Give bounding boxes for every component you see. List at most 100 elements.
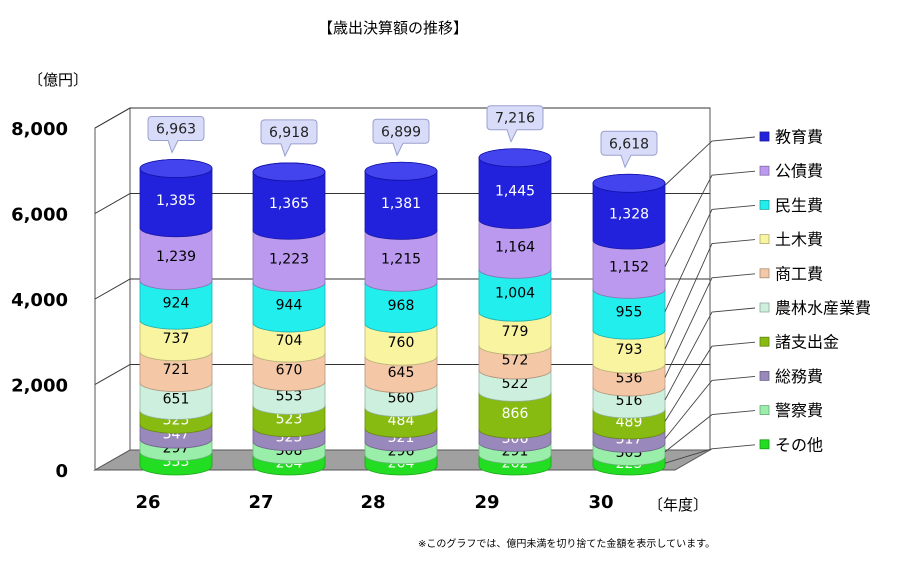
- total-label: 6,963: [156, 122, 196, 138]
- x-tick-label: 27: [248, 492, 273, 513]
- data-label: 1,381: [381, 196, 421, 212]
- legend-label: 民生費: [775, 196, 823, 215]
- legend-swatch: [759, 268, 770, 279]
- gridline-side: [94, 107, 131, 129]
- data-label: 516: [616, 393, 643, 409]
- data-label: 944: [276, 298, 303, 314]
- x-tick-label: 28: [360, 492, 385, 513]
- legend-item: 総務費: [759, 367, 823, 386]
- bar-segment: [592, 288, 666, 340]
- bar-segment: [478, 268, 552, 322]
- bar-segment: [592, 329, 666, 374]
- legend-label: 総務費: [775, 367, 823, 386]
- legend-swatch: [759, 234, 770, 245]
- data-label: 1,445: [495, 184, 535, 200]
- data-label: 645: [388, 365, 415, 381]
- bar-29: 2622913068665225727791,0041,1641,4457,21…: [478, 105, 552, 476]
- chart-title: 【歳出決算額の推移】: [318, 19, 468, 37]
- bar-segment: [478, 219, 552, 279]
- gridline-side: [94, 278, 131, 300]
- legend-item: 民生費: [759, 196, 823, 215]
- legend-swatch: [759, 302, 770, 313]
- legend-leader-line: [664, 170, 756, 267]
- legend-leader-line: [664, 341, 756, 422]
- legend-leader-line: [664, 410, 756, 453]
- data-label: 1,215: [381, 251, 421, 267]
- bar-segment: [592, 182, 666, 250]
- bar-segment: [364, 170, 438, 240]
- y-axis-ticks: 0 2,000 4,000 6,000 8,000: [11, 119, 68, 482]
- data-label: 1,164: [495, 239, 535, 255]
- data-label: 737: [163, 331, 190, 347]
- legend-swatch: [759, 370, 770, 381]
- data-label: 924: [163, 295, 190, 311]
- gridline-side: [94, 193, 131, 214]
- bar-top-cap: [139, 159, 213, 178]
- bars: 3332973473256517217379241,2391,3856,9632…: [139, 105, 666, 476]
- y-axis-unit-label: 〔億円〕: [28, 71, 88, 89]
- data-label: 955: [616, 305, 643, 321]
- legend-label: 教育費: [775, 128, 823, 147]
- bar-segment: [139, 227, 213, 291]
- legend-swatch: [759, 336, 770, 347]
- legend-leader-line: [664, 136, 756, 186]
- data-label: 536: [616, 370, 643, 386]
- data-label: 1,004: [495, 286, 535, 302]
- bar-segment: [252, 322, 326, 363]
- data-label: 670: [276, 362, 303, 378]
- bar-segment: [364, 281, 438, 334]
- legend-label: 商工費: [775, 264, 823, 283]
- bar-segment: [252, 352, 326, 392]
- legend-leader-line: [664, 273, 756, 378]
- total-callout: [600, 130, 658, 169]
- bar-top-cap: [252, 162, 326, 182]
- bar-segment: [364, 323, 438, 366]
- data-label: 572: [502, 353, 529, 369]
- bar-segment: [139, 382, 213, 420]
- total-label: 6,618: [609, 136, 649, 152]
- x-axis-ticks: 26 27 28 29 30: [135, 492, 613, 513]
- data-label: 523: [276, 411, 303, 427]
- bar-segment: [364, 229, 438, 292]
- data-label: 721: [163, 362, 190, 378]
- legend-leader-line: [664, 375, 756, 439]
- legend-leader-lines: [664, 136, 756, 464]
- data-label: 1,385: [156, 193, 196, 209]
- total-callout: [260, 119, 318, 158]
- legend-item: 土木費: [759, 230, 823, 249]
- data-label: 1,365: [269, 196, 309, 212]
- data-label: 760: [388, 335, 415, 351]
- footnote: ※このグラフでは、億円未満を切り捨てた金額を表示しています。: [418, 537, 715, 550]
- y-tick-label: 2,000: [11, 376, 68, 397]
- data-label: 560: [388, 391, 415, 407]
- legend-item: 商工費: [759, 264, 823, 283]
- x-tick-label: 30: [588, 492, 613, 513]
- data-label: 968: [388, 298, 415, 314]
- bar-segment: [478, 391, 552, 439]
- bar-segment: [478, 311, 552, 355]
- total-label: 7,216: [495, 111, 535, 127]
- gridline-side: [94, 364, 131, 385]
- y-tick-label: 6,000: [11, 205, 68, 226]
- legend-item: 教育費: [759, 128, 823, 147]
- legend-leader-line: [664, 444, 756, 464]
- bar-segment: [478, 345, 552, 380]
- bar-top-cap: [364, 161, 438, 181]
- data-label: 1,152: [609, 260, 649, 276]
- legend-item: その他: [759, 435, 823, 454]
- legend-label: その他: [775, 435, 823, 454]
- bar-segment: [139, 319, 213, 362]
- x-tick-label: 26: [135, 492, 160, 513]
- total-callout: [372, 118, 430, 157]
- data-label: 484: [388, 413, 415, 429]
- legend-swatch: [759, 131, 770, 142]
- data-label: 1,223: [269, 251, 309, 267]
- legend-label: 諸支出金: [775, 333, 839, 352]
- data-label: 553: [276, 388, 303, 404]
- legend-item: 警察費: [759, 401, 823, 420]
- x-tick-label: 29: [474, 492, 499, 513]
- data-label: 779: [502, 324, 529, 340]
